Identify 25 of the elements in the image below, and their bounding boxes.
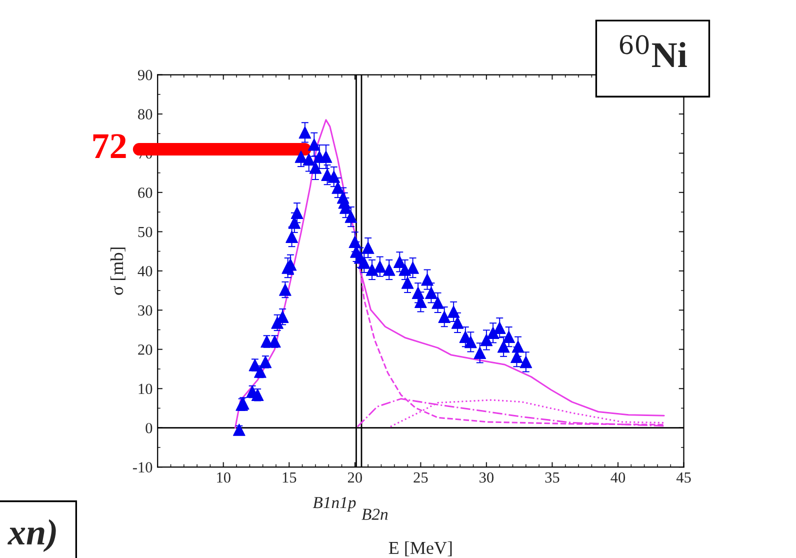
y-tick-label: 80 xyxy=(138,109,152,120)
x-tick-label: 20 xyxy=(348,472,362,483)
x-tick-label: 30 xyxy=(480,472,494,483)
y-axis-title: σ [mb] xyxy=(110,248,126,295)
y-tick-label: 60 xyxy=(138,188,152,198)
y-tick-label: 20 xyxy=(138,344,152,355)
x-axis-title: E [MeV] xyxy=(388,541,452,556)
x-tick-label: 15 xyxy=(282,472,296,483)
ref-line-label: B2n xyxy=(362,508,388,520)
y-tick-label: 30 xyxy=(138,305,152,316)
x-tick-label: 35 xyxy=(545,472,560,483)
text: xn) xyxy=(8,519,56,552)
x-tick-label: 10 xyxy=(217,472,230,483)
y-tick-label: 50 xyxy=(138,226,152,238)
y-tick-label: 90 xyxy=(138,70,152,80)
y-tick-label: 10 xyxy=(138,384,152,394)
y-tick-label: 0 xyxy=(146,422,152,434)
y-tick-label: 40 xyxy=(138,266,152,276)
ref-line-label: B1n1p xyxy=(312,497,356,512)
x-tick-label: 45 xyxy=(676,472,691,483)
text: $^{60}$Ni xyxy=(620,35,687,68)
x-tick-label: 40 xyxy=(610,472,626,483)
annotation: 72 xyxy=(93,134,126,158)
y-tick-label: -10 xyxy=(132,462,152,472)
x-tick-label: 25 xyxy=(414,472,428,483)
